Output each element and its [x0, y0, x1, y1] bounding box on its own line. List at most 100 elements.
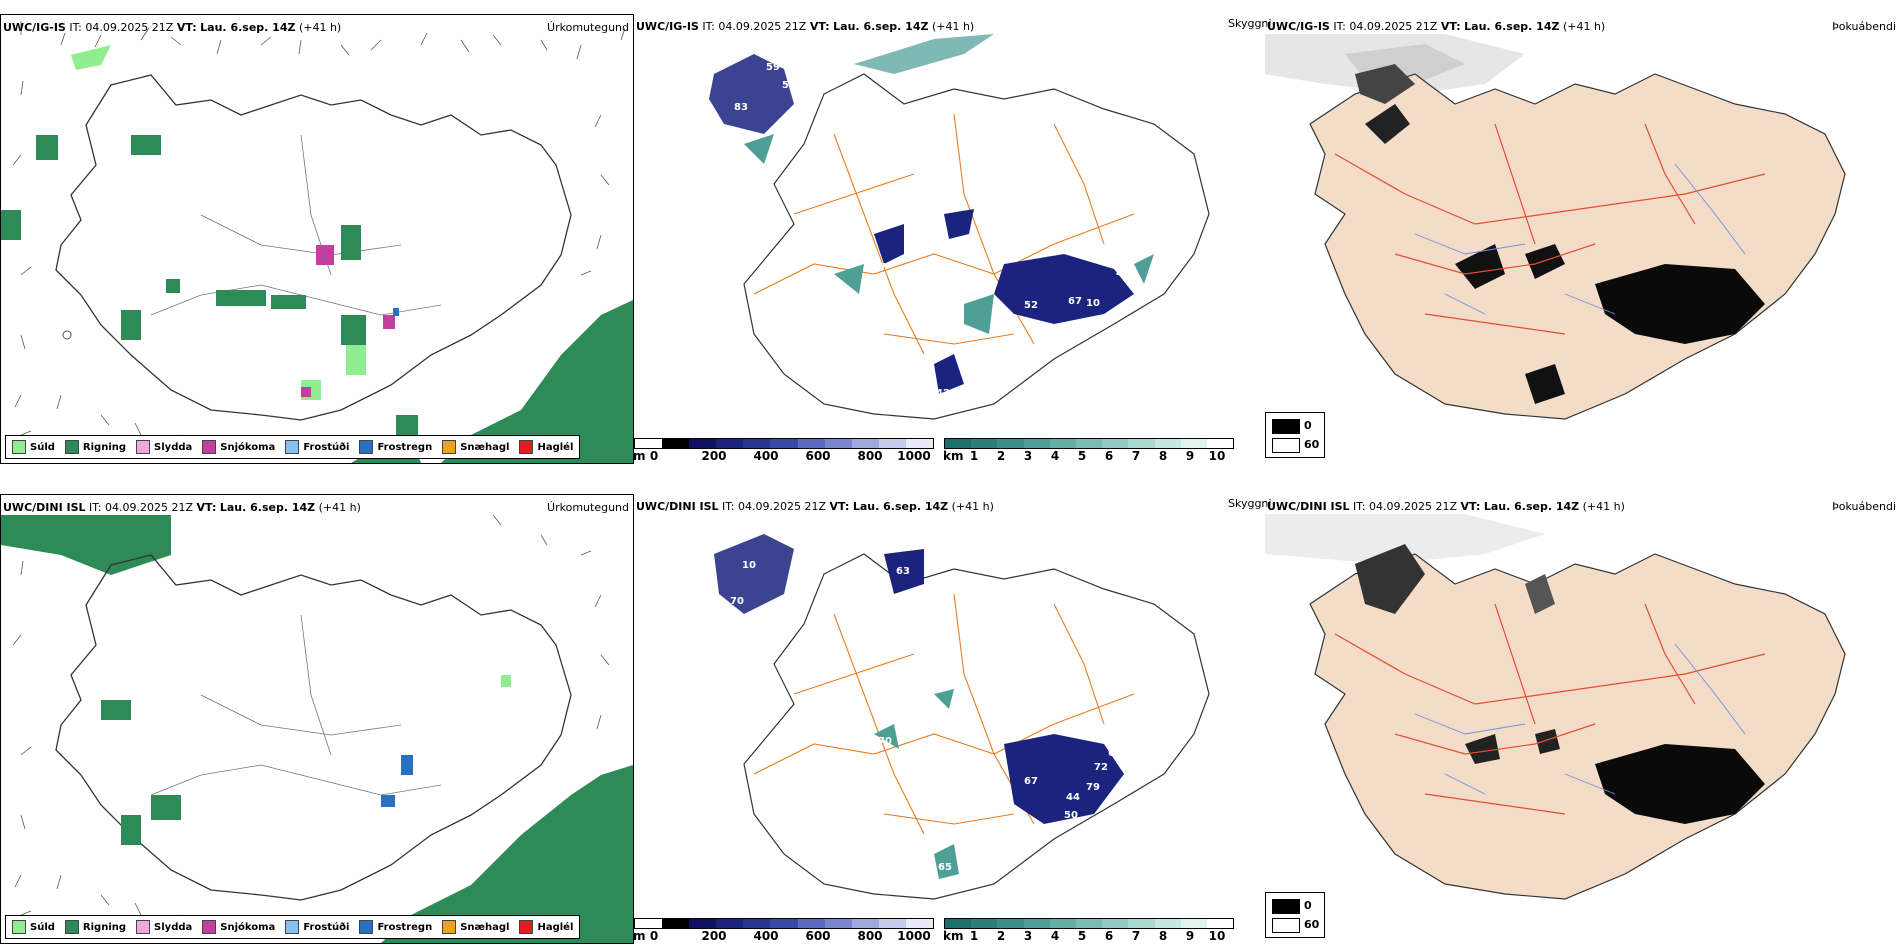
- precip-map-row2: [1, 495, 633, 943]
- vt-label: VT:: [1440, 20, 1461, 33]
- legend-swatch: [442, 440, 457, 454]
- legend-item: Slydda: [136, 440, 192, 454]
- fog-shade-key-row2: 0 60: [1265, 892, 1325, 938]
- visibility-tick: 2: [996, 929, 1006, 942]
- lead-time: (+41 h): [951, 500, 994, 513]
- legend-label: Snæhagl: [460, 921, 510, 933]
- legend-item: Rigning: [64, 440, 127, 454]
- legend-label: Frostregn: [377, 441, 433, 453]
- visibility-tick: 6: [1104, 449, 1114, 462]
- cloudbase-number: 70: [730, 596, 744, 607]
- precip-legend-row1: Súld Rigning Slydda Snjókoma Frostúði Fr…: [5, 435, 581, 459]
- precip-header-row2: UWC/DINI ISL IT: 04.09.2025 21Z VT: Lau.…: [3, 501, 361, 514]
- shade-key-black-label: 0: [1304, 899, 1312, 912]
- fog-shade-key-row1: 0 60: [1265, 412, 1325, 458]
- cloudbase-panel-row2: 10 70 63 70 67 44 72 65 79 50 90 65 UWC/…: [634, 494, 1234, 942]
- visibility-tick: 7: [1131, 449, 1141, 462]
- cloudbase-panel-row1: 59 50 83 37 85 52 67 10 47 119 87 61 42 …: [634, 14, 1234, 462]
- visibility-tick: 7: [1131, 929, 1141, 942]
- cloudbase-labels-row2: 10 70 63 70 67 44 72 65 79 50 90 65: [730, 560, 1122, 873]
- lead-time: (+41 h): [1562, 20, 1606, 33]
- legend-item: Snæhagl: [442, 920, 509, 934]
- cloudbase-number: 87: [1058, 338, 1072, 349]
- legend-item: Slydda: [136, 920, 192, 934]
- legend-item: Frostregn: [359, 440, 432, 454]
- vt-label: VT:: [176, 21, 197, 34]
- legend-label: Frostregn: [377, 921, 433, 933]
- legend-swatch: [64, 920, 79, 934]
- cloudbase-tick: 0: [649, 449, 659, 462]
- fog-header-row2: UWC/DINI ISL IT: 04.09.2025 21Z VT: Lau.…: [1267, 500, 1625, 513]
- precip-panel-row1: UWC/IG-IS IT: 04.09.2025 21Z VT: Lau. 6.…: [0, 14, 634, 464]
- visibility-tick: 10: [1208, 929, 1226, 942]
- legend-label: Rigning: [82, 441, 127, 453]
- legend-swatch: [64, 440, 79, 454]
- model-label: UWC/IG-IS: [3, 21, 66, 34]
- it-label: IT:: [702, 20, 715, 33]
- legend-swatch: [442, 920, 457, 934]
- cloudbase-unit: m: [634, 929, 646, 942]
- cloudbase-number: 42: [936, 388, 950, 399]
- lead-time: (+41 h): [931, 20, 975, 33]
- cloudbase-number: 47: [1116, 268, 1130, 279]
- cloudbase-number: 90: [912, 862, 926, 873]
- visibility-tick: 6: [1104, 929, 1114, 942]
- legend-swatch: [136, 920, 151, 934]
- cloudbase-number: 67: [1024, 776, 1038, 787]
- model-label: UWC/IG-IS: [636, 20, 699, 33]
- cloudbase-tick: 800: [857, 449, 883, 462]
- legend-swatch: [12, 920, 26, 934]
- cloudbase-number: 119: [998, 316, 1019, 327]
- legend-label: Frostúði: [303, 921, 350, 933]
- legend-item: Snæhagl: [442, 440, 509, 454]
- legend-swatch: [202, 440, 217, 454]
- vt-value: Lau. 6.sep. 14Z: [833, 20, 929, 33]
- legend-item: Haglél: [519, 440, 573, 454]
- visibility-tick: 9: [1185, 929, 1195, 942]
- cloudbase-number: 52: [1024, 300, 1038, 311]
- cloudbase-colorbar-strip: [634, 918, 934, 929]
- precip-header-row1: UWC/IG-IS IT: 04.09.2025 21Z VT: Lau. 6.…: [3, 21, 341, 34]
- cloudbase-number: 61: [910, 382, 924, 393]
- visibility-tick: 4: [1050, 929, 1060, 942]
- it-value: 04.09.2025 21Z: [105, 501, 194, 514]
- precip-map-row1: [1, 15, 633, 463]
- cloudbase-map-row2: 10 70 63 70 67 44 72 65 79 50 90 65: [714, 534, 1210, 900]
- visibility-colorbar-strip: [944, 918, 1234, 929]
- cloudbase-colorbar-strip: [634, 438, 934, 449]
- legend-label: Rigning: [82, 921, 127, 933]
- visibility-tick: 9: [1185, 449, 1195, 462]
- legend-item: Snjókoma: [202, 920, 275, 934]
- visibility-title-row2: Skyggni: [1228, 497, 1272, 510]
- cloudbase-tick: 1000: [897, 929, 931, 942]
- legend-label: Snjókoma: [220, 921, 276, 933]
- it-label: IT:: [1333, 20, 1346, 33]
- visibility-unit: km: [943, 929, 964, 942]
- lead-time: (+41 h): [1582, 500, 1625, 513]
- cloudbase-number: 72: [1094, 762, 1108, 773]
- legend-swatch: [519, 920, 534, 934]
- cloudbase-number: 50: [782, 80, 796, 91]
- it-label: IT:: [89, 501, 102, 514]
- shade-key-white-swatch: [1272, 438, 1300, 453]
- cloudbase-number: 59: [766, 62, 780, 73]
- cloudbase-tick: 600: [805, 929, 831, 942]
- legend-swatch: [136, 440, 151, 454]
- legend-label: Súld: [30, 441, 55, 453]
- legend-swatch: [285, 920, 300, 934]
- legend-item: Súld: [12, 440, 55, 454]
- shade-key-white-label: 60: [1304, 918, 1320, 931]
- visibility-tick: 2: [996, 449, 1006, 462]
- it-value: 04.09.2025 21Z: [1369, 500, 1458, 513]
- cloudbase-unit: m: [634, 449, 646, 462]
- visibility-tick: 8: [1158, 929, 1168, 942]
- cloudbase-tick: 400: [753, 449, 779, 462]
- legend-label: Súld: [30, 921, 55, 933]
- vt-value: Lau. 6.sep. 14Z: [219, 501, 316, 514]
- legend-swatch: [285, 440, 300, 454]
- precip-legend-row2: Súld Rigning Slydda Snjókoma Frostúði Fr…: [5, 915, 581, 939]
- it-label: IT:: [722, 500, 735, 513]
- cloudbase-number: 63: [896, 566, 910, 577]
- cloudbase-number: 65: [1108, 748, 1122, 759]
- legend-item: Rigning: [64, 920, 127, 934]
